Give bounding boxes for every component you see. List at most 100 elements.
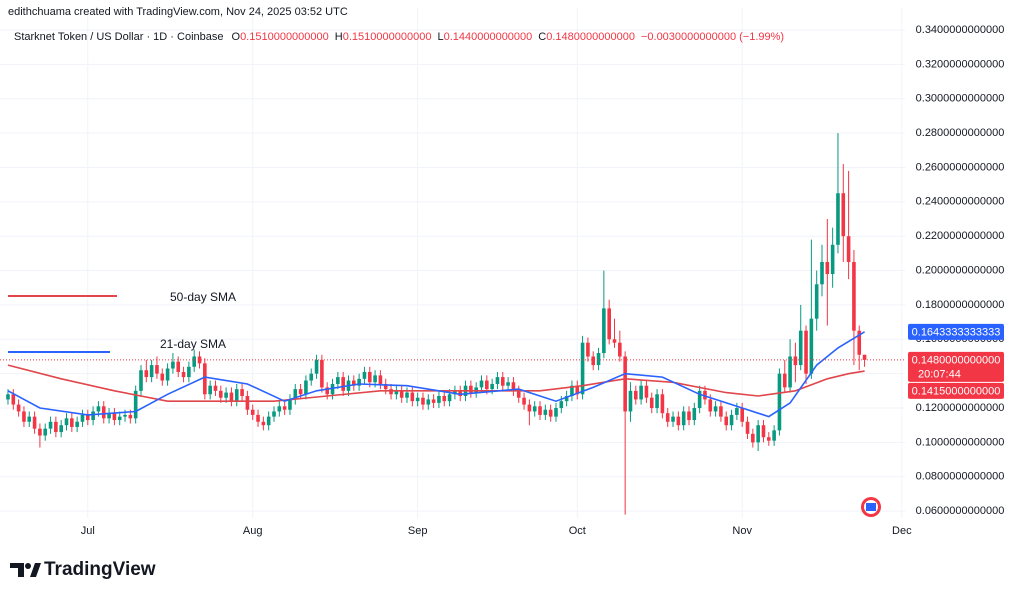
candle-body xyxy=(128,414,133,419)
candle-body xyxy=(681,411,686,426)
candle-body xyxy=(240,389,244,396)
candle-body xyxy=(373,375,377,383)
candle-body xyxy=(570,385,574,396)
candle-body xyxy=(352,380,356,386)
candle-body xyxy=(532,406,537,412)
candle-body xyxy=(554,408,558,417)
candle-body xyxy=(596,353,601,366)
sma-line xyxy=(7,331,866,418)
candle-body xyxy=(575,385,580,395)
candle-body xyxy=(309,373,314,381)
candle-body xyxy=(437,395,441,403)
candle-body xyxy=(155,365,159,374)
sma-line xyxy=(7,364,865,402)
candle-body xyxy=(559,401,564,409)
candle-body xyxy=(522,397,526,405)
candle-body xyxy=(655,394,659,409)
candle-body xyxy=(415,397,420,402)
candle-body xyxy=(751,433,755,443)
ohlc-value: 0.1510000000000 xyxy=(240,31,329,43)
candle-body xyxy=(203,363,207,395)
candle-body xyxy=(70,418,74,427)
candle-body xyxy=(820,261,824,285)
symbol-header: Starknet Token / US Dollar · 1D · Coinba… xyxy=(14,31,784,43)
candle-body xyxy=(628,390,633,412)
candle-body xyxy=(458,390,463,396)
candle-body xyxy=(602,308,606,354)
candle-body xyxy=(511,382,516,391)
candle-body xyxy=(538,406,542,415)
y-tick-label: 0.2200000000000 xyxy=(916,230,1005,242)
candle-body xyxy=(181,371,186,378)
y-tick-label: 0.0800000000000 xyxy=(916,471,1005,483)
x-tick-label: Oct xyxy=(569,525,586,537)
candle-body xyxy=(389,389,393,395)
candle-body xyxy=(692,408,697,421)
candle-body xyxy=(91,411,95,421)
credit: edithchuama created with TradingView.com… xyxy=(8,6,348,18)
candle-body xyxy=(139,370,143,391)
candle-body xyxy=(772,430,776,441)
candle-body xyxy=(814,284,819,319)
y-tick-label: 0.2400000000000 xyxy=(916,196,1005,208)
y-tick-label: 0.3200000000000 xyxy=(916,58,1005,70)
candle-body xyxy=(671,416,675,422)
candle-body xyxy=(703,390,707,400)
price-label: 0.1415000000000 xyxy=(912,385,1001,397)
candle-body xyxy=(857,330,862,355)
y-tick-label: 0.0600000000000 xyxy=(916,505,1005,517)
candle-body xyxy=(208,385,212,395)
candle-body xyxy=(836,193,840,245)
candle-body xyxy=(85,414,90,421)
brand-name: TradingView xyxy=(44,559,156,580)
y-tick-label: 0.1200000000000 xyxy=(916,402,1005,414)
candle-body xyxy=(213,385,218,391)
x-tick-label: Dec xyxy=(892,525,912,537)
candle-body xyxy=(745,421,750,434)
x-tick-label: Aug xyxy=(243,525,263,537)
candle-body xyxy=(729,414,734,426)
price-label-box xyxy=(908,382,1004,399)
brand-logo xyxy=(10,563,41,577)
candle-body xyxy=(442,395,447,402)
candle-body xyxy=(261,421,266,426)
candle-body xyxy=(756,425,760,443)
candle-body xyxy=(144,370,149,378)
logo-mark xyxy=(10,563,24,577)
candle-body xyxy=(735,408,739,415)
candle-body xyxy=(719,406,723,417)
candle-body xyxy=(676,416,681,426)
plot xyxy=(0,133,905,515)
candle-body xyxy=(618,342,622,357)
candle-body xyxy=(234,389,239,402)
grid xyxy=(0,8,905,518)
candle-body xyxy=(266,416,271,426)
ohlc-key: C xyxy=(538,31,546,43)
candle-body xyxy=(846,236,851,262)
candle-body xyxy=(11,394,16,405)
logo-mark xyxy=(30,563,41,577)
price-label-box xyxy=(908,351,1004,382)
candle-body xyxy=(160,373,165,381)
candle-body xyxy=(766,437,771,441)
y-tick-label: 0.3400000000000 xyxy=(916,24,1005,36)
candle-body xyxy=(825,261,830,274)
candle-body xyxy=(447,394,452,402)
candle-body xyxy=(367,371,372,383)
candle-body xyxy=(48,421,53,429)
candle-body xyxy=(633,390,638,400)
candle-body xyxy=(314,359,319,374)
candle-body xyxy=(27,416,32,422)
candle-body xyxy=(378,375,383,384)
candle-body xyxy=(282,406,287,410)
candle-body xyxy=(644,385,649,398)
candle-body xyxy=(548,409,553,417)
candle-body xyxy=(176,361,181,372)
price-label: 0.1643333333333 xyxy=(912,326,1001,338)
candle-body xyxy=(32,416,37,429)
price-label-box xyxy=(908,323,1004,340)
change: −0.0030000000000 (−1.99%) xyxy=(641,31,784,43)
candle-body xyxy=(107,413,111,419)
candle-body xyxy=(660,394,665,414)
ohlc-value: 0.1510000000000 xyxy=(343,31,432,43)
